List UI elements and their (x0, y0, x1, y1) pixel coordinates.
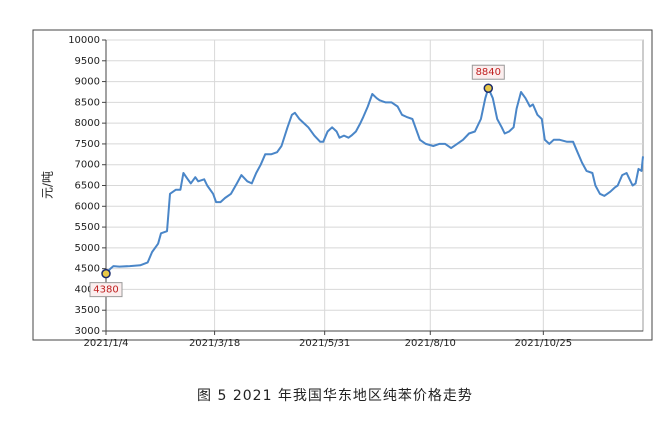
annotation-box (89, 282, 123, 298)
y-tick-label: 9500 (75, 56, 100, 67)
x-tick-label: 2021/10/25 (515, 338, 573, 349)
y-tick-label: 8500 (75, 97, 100, 108)
annotation-marker (101, 268, 111, 279)
y-tick-label: 7500 (75, 139, 100, 150)
x-tick-label: 2021/8/10 (405, 338, 456, 349)
y-tick-label: 4500 (75, 264, 100, 275)
y-tick-label: 6000 (75, 201, 100, 212)
caption: 图 5 2021 年我国华东地区纯苯价格走势 (197, 387, 473, 404)
x-tick-label: 2021/5/31 (299, 338, 350, 349)
y-tick-label: 5500 (75, 222, 100, 233)
y-tick-label: 5000 (75, 243, 100, 254)
y-tick-label: 3500 (75, 305, 100, 316)
chart-frame (32, 29, 653, 341)
y-axis-label: 元/吨 (41, 171, 55, 199)
annotation-label: 8840 (476, 67, 501, 78)
y-tick-label: 3000 (75, 326, 100, 337)
annotation-marker (483, 83, 494, 93)
x-tick-label: 2021/3/18 (189, 338, 240, 349)
x-tick-label: 2021/1/4 (84, 338, 129, 349)
annotation-box (471, 64, 505, 80)
y-tick-label: 6500 (75, 181, 100, 192)
y-tick-label: 9000 (75, 77, 100, 88)
y-tick-label: 8000 (75, 118, 100, 129)
price-line (105, 87, 644, 275)
y-tick-label: 4000 (75, 284, 100, 295)
y-tick-label: 10000 (68, 35, 100, 46)
annotation-label: 4380 (93, 285, 118, 296)
y-tick-label: 7000 (75, 160, 100, 171)
